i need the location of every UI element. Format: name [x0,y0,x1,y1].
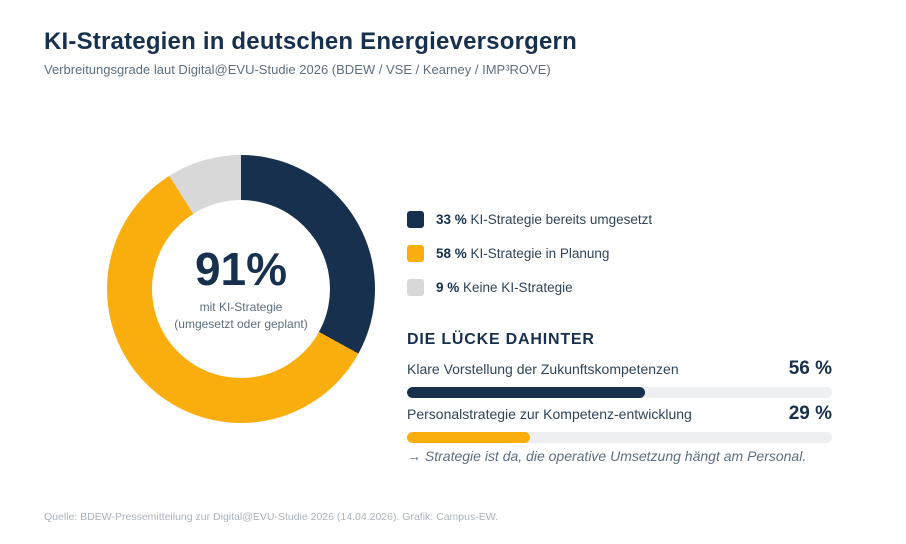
legend-text: 9 % Keine KI-Strategie [436,280,573,295]
donut-chart: 91% mit KI-Strategie (umgesetzt oder gep… [107,155,375,423]
legend-item: 9 % Keine KI-Strategie [407,278,832,296]
legend-label: KI-Strategie bereits umgesetzt [470,211,653,227]
legend-swatch [407,244,424,262]
legend: 33 % KI-Strategie bereits umgesetzt 58 %… [407,210,832,296]
donut-hole: 91% mit KI-Strategie (umgesetzt oder gep… [152,200,330,378]
bar-fill [407,432,531,443]
bar-row: Klare Vorstellung der Zukunftskompetenze… [407,358,832,398]
page-title: KI-Strategien in deutschen Energieversor… [44,28,577,55]
legend-swatch [407,210,424,228]
bar-track [407,432,832,443]
donut-center-caption-1: mit KI-Strategie [199,300,283,315]
donut-center-caption-2: (umgesetzt oder geplant) [174,316,308,331]
bar-track [407,387,832,398]
legend-pct: 33 % [436,211,467,227]
bar-label: Klare Vorstellung der Zukunftskompetenze… [407,361,679,377]
legend-pct: 9 % [436,279,460,295]
legend-item: 33 % KI-Strategie bereits umgesetzt [407,210,832,228]
legend-text: 58 % KI-Strategie in Planung [436,246,609,261]
bar-row: Personalstrategie zur Kompetenz-entwickl… [407,403,832,443]
donut-center-value: 91% [194,243,288,296]
legend-swatch [407,278,424,296]
source-note: Quelle: BDEW-Pressemitteilung zur Digita… [44,511,498,523]
bar-value: 29 % [788,403,832,424]
legend-label: Keine KI-Strategie [463,279,573,295]
gap-section-heading: DIE LÜCKE DAHINTER [407,331,595,348]
legend-item: 58 % KI-Strategie in Planung [407,244,832,262]
legend-label: KI-Strategie in Planung [470,245,610,261]
bar-label: Personalstrategie zur Kompetenz-entwickl… [407,406,692,422]
insight-footnote: → Strategie ist da, die operative Umsetz… [407,448,807,464]
page-subtitle: Verbreitungsgrade laut Digital@EVU-Studi… [44,62,551,77]
legend-pct: 58 % [436,245,467,261]
bar-value: 56 % [788,358,832,379]
bar-fill [407,387,645,398]
legend-text: 33 % KI-Strategie bereits umgesetzt [436,212,652,227]
